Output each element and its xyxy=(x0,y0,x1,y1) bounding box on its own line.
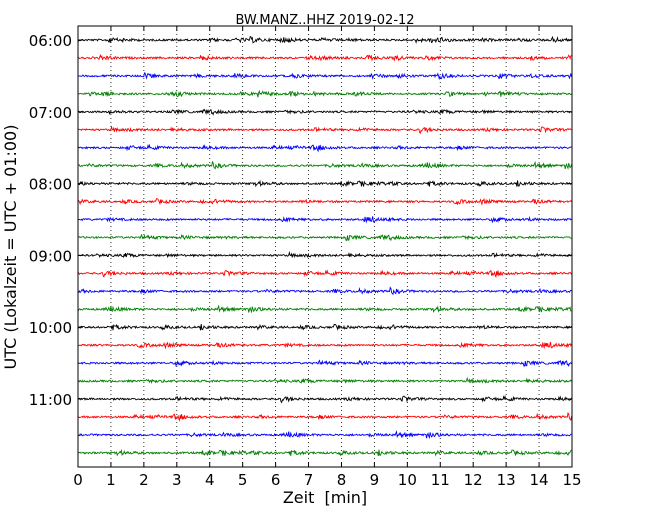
trace-1100 xyxy=(77,394,572,404)
x-tick-label: 1 xyxy=(106,471,116,489)
trace-1030 xyxy=(77,359,572,368)
trace-1015 xyxy=(77,341,572,350)
trace-0815 xyxy=(77,197,572,206)
trace-0915 xyxy=(77,269,572,279)
x-axis-label: Zeit [min] xyxy=(283,488,367,507)
x-tick-label: 5 xyxy=(238,471,248,489)
y-tick-label: 11:00 xyxy=(29,391,72,409)
x-tick-label: 7 xyxy=(304,471,314,489)
y-axis-ticks: 06:00 07:00 08:00 09:00 10:00 11:00 xyxy=(29,32,572,409)
trace-1045 xyxy=(77,376,572,385)
y-tick-label: 10:00 xyxy=(29,319,72,337)
trace-0800 xyxy=(77,179,572,188)
x-tick-label: 0 xyxy=(73,471,83,489)
trace-1000 xyxy=(77,323,572,331)
y-tick-label: 06:00 xyxy=(29,32,72,50)
trace-0645 xyxy=(77,89,572,98)
trace-0730 xyxy=(77,143,572,153)
trace-1115 xyxy=(77,411,572,422)
trace-0745 xyxy=(77,160,572,170)
trace-0700 xyxy=(77,108,572,116)
trace-0900 xyxy=(77,250,572,259)
y-axis-label: UTC (Lokalzeit = UTC + 01:00) xyxy=(1,125,20,370)
x-tick-label: 15 xyxy=(562,471,581,489)
x-tick-label: 8 xyxy=(337,471,347,489)
trace-0845 xyxy=(77,233,572,242)
x-tick-label: 13 xyxy=(497,471,516,489)
trace-0630 xyxy=(77,72,572,81)
x-tick-label: 9 xyxy=(370,471,380,489)
x-tick-label: 11 xyxy=(431,471,450,489)
trace-0930 xyxy=(77,286,572,296)
x-tick-label: 2 xyxy=(139,471,149,489)
y-tick-label: 08:00 xyxy=(29,176,72,194)
trace-1145 xyxy=(77,448,572,457)
seismic-traces xyxy=(77,35,572,457)
trace-0830 xyxy=(77,216,572,224)
y-tick-label: 09:00 xyxy=(29,247,72,265)
chart-title: BW.MANZ..HHZ 2019-02-12 xyxy=(235,13,414,28)
trace-0600 xyxy=(77,35,572,45)
grid-lines xyxy=(110,26,540,467)
plot-frame xyxy=(77,25,573,468)
trace-0615 xyxy=(77,53,572,62)
x-tick-label: 10 xyxy=(398,471,417,489)
x-tick-label: 12 xyxy=(464,471,483,489)
trace-0715 xyxy=(77,125,572,135)
x-tick-label: 3 xyxy=(172,471,182,489)
x-axis-ticks: 0 1 2 3 4 5 6 7 8 9 10 11 12 13 14 15 xyxy=(73,26,582,489)
x-tick-label: 6 xyxy=(271,471,281,489)
y-tick-label: 07:00 xyxy=(29,104,72,122)
trace-0945 xyxy=(77,304,572,314)
x-tick-label: 4 xyxy=(205,471,215,489)
x-tick-label: 14 xyxy=(530,471,549,489)
trace-1130 xyxy=(77,430,572,440)
